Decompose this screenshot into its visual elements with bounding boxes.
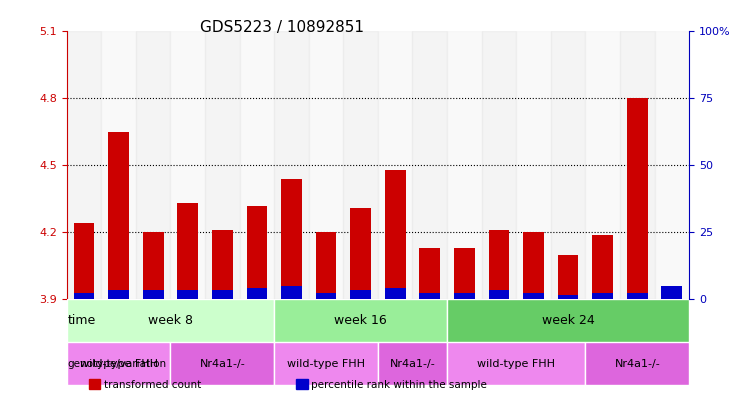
Bar [447,31,482,299]
Text: transformed count: transformed count [104,380,201,390]
Text: GSM1322699: GSM1322699 [529,301,538,361]
Text: GSM1322690: GSM1322690 [218,301,227,361]
Bar [170,31,205,299]
Bar [482,31,516,299]
Text: GSM1322692: GSM1322692 [287,301,296,361]
FancyBboxPatch shape [170,342,274,385]
Text: GSM1322701: GSM1322701 [598,301,607,361]
Bar [143,232,164,299]
Bar [316,293,336,299]
Text: week 8: week 8 [148,314,193,327]
Text: GSM1322703: GSM1322703 [668,301,677,361]
Bar [385,170,405,299]
Text: GSM1322695: GSM1322695 [391,301,399,361]
Bar [558,295,579,299]
FancyBboxPatch shape [67,342,170,385]
Text: GSM1322698: GSM1322698 [494,301,503,361]
FancyBboxPatch shape [585,342,689,385]
FancyBboxPatch shape [274,342,378,385]
Bar [523,232,544,299]
Text: GSM1322688: GSM1322688 [149,301,158,361]
Bar [309,31,343,299]
Bar [316,232,336,299]
Bar [136,31,170,299]
Text: Nr4a1-/-: Nr4a1-/- [614,359,660,369]
Text: GSM1322700: GSM1322700 [564,301,573,361]
Bar [592,293,613,299]
Bar [662,293,682,299]
FancyBboxPatch shape [274,299,447,342]
Bar [413,31,447,299]
Text: GSM1322686: GSM1322686 [79,301,88,361]
Bar [516,31,551,299]
Bar [551,31,585,299]
Bar [419,293,440,299]
Bar [247,288,268,299]
FancyBboxPatch shape [447,342,585,385]
Bar [488,290,509,299]
Bar [73,293,94,299]
Bar [350,208,371,299]
Text: Nr4a1-/-: Nr4a1-/- [390,359,436,369]
Text: wild-type FHH: wild-type FHH [287,359,365,369]
Text: GSM1322687: GSM1322687 [114,301,123,361]
Text: week 16: week 16 [334,314,387,327]
Bar [102,31,136,299]
Text: Nr4a1-/-: Nr4a1-/- [199,359,245,369]
Bar [108,290,129,299]
FancyBboxPatch shape [447,299,689,342]
Bar [247,206,268,299]
Bar [73,224,94,299]
Text: GSM1322697: GSM1322697 [460,301,469,361]
Bar [212,290,233,299]
Text: GSM1322689: GSM1322689 [183,301,192,361]
Text: genotype/variation: genotype/variation [67,359,167,369]
Text: GSM1322702: GSM1322702 [633,301,642,361]
Bar [281,286,302,299]
Text: GSM1322694: GSM1322694 [356,301,365,361]
Bar [488,230,509,299]
Bar [654,31,689,299]
Bar [281,179,302,299]
Bar [585,31,620,299]
Bar [177,203,198,299]
Text: time: time [67,314,96,327]
Bar [620,31,654,299]
Bar [67,31,102,299]
Bar [274,31,309,299]
Bar [662,286,682,299]
Text: GSM1322691: GSM1322691 [253,301,262,361]
Text: wild-type FHH: wild-type FHH [79,359,158,369]
Text: GDS5223 / 10892851: GDS5223 / 10892851 [199,20,364,35]
Bar [454,293,475,299]
Text: percentile rank within the sample: percentile rank within the sample [311,380,487,390]
Text: GSM1322693: GSM1322693 [322,301,330,361]
Bar [108,132,129,299]
Bar [592,235,613,299]
Bar [343,31,378,299]
Bar [143,290,164,299]
Bar [419,248,440,299]
Text: week 24: week 24 [542,314,594,327]
Bar [239,31,274,299]
FancyBboxPatch shape [378,342,447,385]
Bar [212,230,233,299]
Bar [558,255,579,299]
Bar [523,293,544,299]
Text: GSM1322696: GSM1322696 [425,301,434,361]
Bar [454,248,475,299]
Bar [205,31,239,299]
Bar [378,31,413,299]
Bar [385,288,405,299]
Bar [350,290,371,299]
Bar [177,290,198,299]
Bar [627,98,648,299]
FancyBboxPatch shape [67,299,274,342]
Bar [627,293,648,299]
Text: wild-type FHH: wild-type FHH [477,359,555,369]
